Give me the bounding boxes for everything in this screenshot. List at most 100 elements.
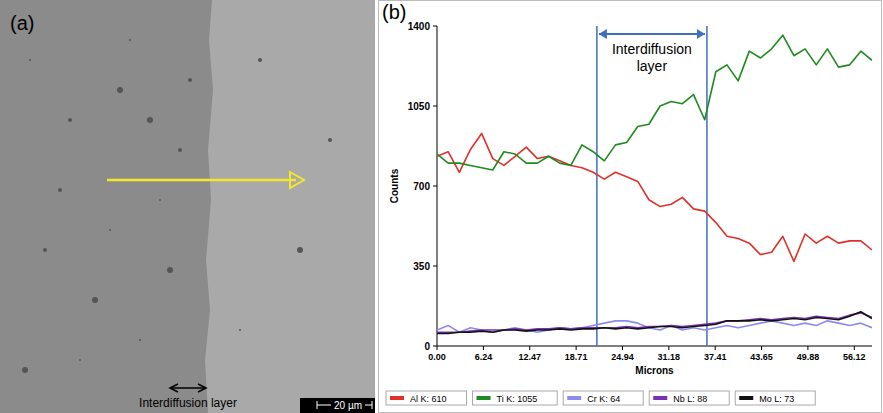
legend-swatch bbox=[739, 396, 753, 400]
y-tick bbox=[433, 266, 437, 267]
x-axis-title: Microns bbox=[635, 365, 674, 376]
legend-label: Mo L: 73 bbox=[759, 394, 794, 404]
legend-box bbox=[563, 391, 643, 405]
x-tick-label: 49.88 bbox=[797, 352, 820, 362]
x-tick bbox=[668, 346, 669, 350]
y-tick-label: 1050 bbox=[408, 101, 431, 112]
legend-item: Ti K: 1055 bbox=[473, 391, 558, 405]
x-tick bbox=[715, 346, 716, 350]
layer-arrow bbox=[172, 387, 204, 389]
x-tick-label: 43.65 bbox=[750, 352, 773, 362]
x-tick-label: 56.12 bbox=[843, 352, 866, 362]
y-tick bbox=[433, 26, 437, 27]
speck bbox=[147, 117, 153, 123]
figure: (a) Interdiffusion layer 20 µm (b) 0 350 700 10… bbox=[0, 0, 883, 413]
layer-arrow-head bbox=[170, 384, 178, 392]
panel-label: (b) bbox=[382, 1, 406, 23]
y-tick bbox=[433, 346, 437, 347]
scan-arrow bbox=[107, 179, 296, 182]
x-tick bbox=[622, 346, 623, 350]
y-tick bbox=[433, 186, 437, 187]
micrograph-right bbox=[205, 0, 375, 413]
legend-item: Cr K: 64 bbox=[563, 391, 643, 405]
scale-strip bbox=[300, 398, 375, 413]
speck bbox=[328, 138, 332, 142]
series-line bbox=[437, 133, 872, 261]
layer-label-line: Interdiffusion bbox=[612, 41, 692, 57]
speck bbox=[129, 39, 131, 41]
y-tick-label: 1400 bbox=[408, 21, 431, 32]
legend: Al K: 610 Ti K: 1055 Cr K: 64 Nb L: 88 Mo L:… bbox=[386, 391, 815, 405]
x-axis bbox=[437, 346, 872, 347]
x-tick bbox=[576, 346, 577, 350]
x-tick-label: 18.71 bbox=[565, 352, 588, 362]
legend-swatch bbox=[567, 396, 581, 400]
x-tick-label: 6.24 bbox=[475, 352, 493, 362]
speck bbox=[68, 118, 72, 122]
scale-bar bbox=[365, 401, 372, 409]
speck bbox=[258, 58, 262, 62]
speck bbox=[297, 247, 303, 253]
x-tick bbox=[529, 346, 530, 350]
legend-swatch bbox=[477, 396, 491, 400]
x-tick bbox=[854, 346, 855, 350]
speck bbox=[29, 59, 31, 61]
x-tick-label: 31.18 bbox=[658, 352, 681, 362]
legend-box bbox=[735, 391, 815, 405]
legend-box bbox=[473, 391, 558, 405]
speck bbox=[139, 339, 141, 341]
panel-label: (a) bbox=[10, 12, 34, 34]
y-tick bbox=[433, 106, 437, 107]
legend-item: Al K: 610 bbox=[386, 391, 467, 405]
legend-swatch bbox=[390, 396, 404, 400]
chart-panel: (b) 0 350 700 1050 1400 0.00 6.24 12.47 18.71 24.9… bbox=[379, 1, 882, 413]
legend-item: Mo L: 73 bbox=[735, 391, 815, 405]
scan-arrow-head bbox=[290, 172, 304, 188]
layer-arrow-head bbox=[697, 29, 705, 39]
speck bbox=[178, 148, 182, 152]
x-tick bbox=[437, 346, 438, 350]
speck bbox=[188, 78, 192, 82]
layer-arrow-head bbox=[198, 384, 206, 392]
y-axis-title: Counts bbox=[389, 168, 400, 203]
panel-frame bbox=[379, 1, 882, 413]
legend-label: Cr K: 64 bbox=[587, 394, 620, 404]
micrograph-left bbox=[0, 0, 375, 413]
legend-label: Nb L: 88 bbox=[673, 394, 707, 404]
layer-label: Interdiffusion layer bbox=[139, 396, 237, 410]
legend-box bbox=[386, 391, 467, 405]
speck bbox=[58, 188, 62, 192]
x-tick bbox=[483, 346, 484, 350]
speck bbox=[22, 367, 28, 373]
x-tick-label: 12.47 bbox=[518, 352, 541, 362]
x-tick bbox=[761, 346, 762, 350]
legend-label: Ti K: 1055 bbox=[497, 394, 538, 404]
speck bbox=[92, 297, 98, 303]
speck bbox=[109, 229, 111, 231]
speck bbox=[117, 87, 123, 93]
x-tick-label: 0.00 bbox=[428, 352, 446, 362]
layer-arrow bbox=[599, 33, 705, 35]
image-panel: (a) Interdiffusion layer 20 µm bbox=[0, 0, 375, 413]
x-tick-label: 24.94 bbox=[611, 352, 634, 362]
legend-item: Nb L: 88 bbox=[649, 391, 729, 405]
x-tick bbox=[807, 346, 808, 350]
series-line bbox=[437, 313, 872, 332]
y-tick-label: 700 bbox=[413, 181, 430, 192]
layer-boundary bbox=[706, 26, 708, 346]
layer-arrow-head bbox=[599, 29, 607, 39]
speck bbox=[239, 329, 241, 331]
scale-bar bbox=[317, 401, 331, 409]
legend-label: Al K: 610 bbox=[410, 394, 447, 404]
legend-swatch bbox=[653, 396, 667, 400]
series-line bbox=[437, 35, 872, 170]
layer-boundary bbox=[596, 26, 598, 346]
y-tick-label: 350 bbox=[413, 261, 430, 272]
plot-lines bbox=[437, 26, 872, 346]
speck bbox=[43, 248, 47, 252]
layer-label-line: layer bbox=[637, 58, 668, 74]
legend-box bbox=[649, 391, 729, 405]
y-tick-label: 0 bbox=[424, 341, 430, 352]
x-tick-label: 37.41 bbox=[704, 352, 727, 362]
scale-bar-label: 20 µm bbox=[334, 400, 362, 411]
